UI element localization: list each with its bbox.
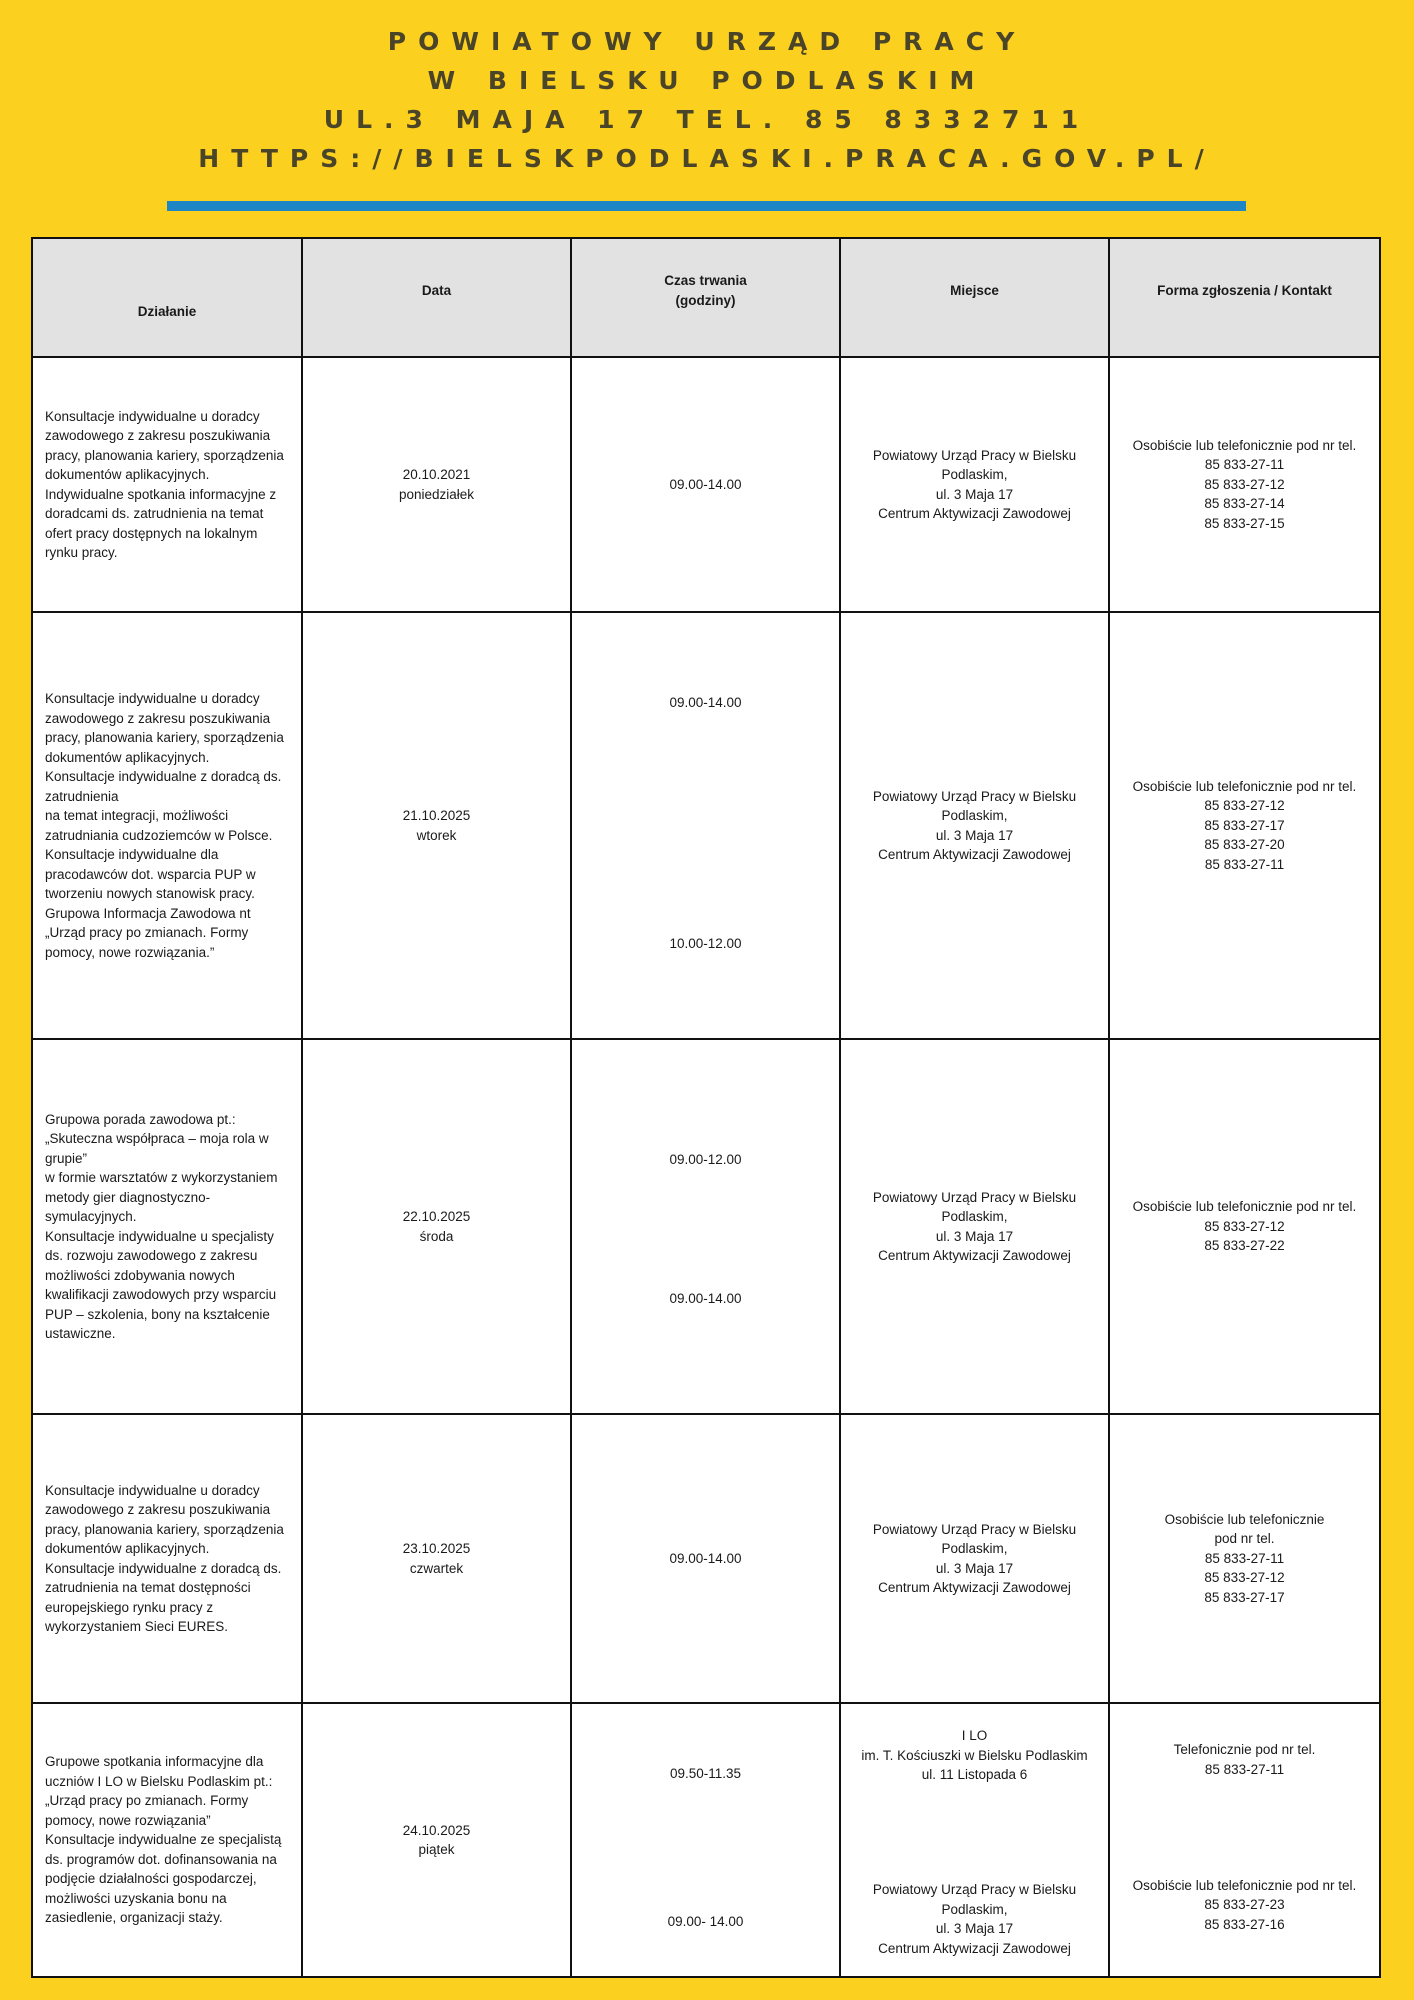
place-cell: Powiatowy Urząd Pracy w Bielsku Podlaski… xyxy=(839,356,1110,613)
date-cell: 20.10.2021 poniedziałek xyxy=(301,356,572,613)
divider-bar xyxy=(167,201,1246,211)
time-slot: 09.00-12.00 xyxy=(669,1152,742,1167)
page-header: POWIATOWY URZĄD PRACY W BIELSKU PODLASKI… xyxy=(0,22,1414,178)
date-cell: 23.10.2025 czwartek xyxy=(301,1413,572,1704)
place-cell: Powiatowy Urząd Pracy w Bielsku Podlaski… xyxy=(839,1038,1110,1415)
time-cell: 09.00-14.00 xyxy=(570,356,841,613)
column-header-contact: Forma zgłoszenia / Kontakt xyxy=(1108,237,1381,358)
table-row: Konsultacje indywidualne u doradcy zawod… xyxy=(31,356,1381,613)
header-line-address: UL.3 MAJA 17 TEL. 85 8332711 xyxy=(323,105,1091,134)
contact-cell: Osobiście lub telefonicznie pod nr tel. … xyxy=(1108,356,1381,613)
header-line-city: W BIELSKU PODLASKIM xyxy=(427,66,987,95)
time-slot: 09.00-14.00 xyxy=(669,1290,742,1306)
time-slot: 09.00-14.00 xyxy=(669,695,742,710)
contact-cell: Osobiście lub telefonicznie pod nr tel. … xyxy=(1108,1413,1381,1704)
contact-cell: Telefonicznie pod nr tel. 85 833-27-11 O… xyxy=(1108,1702,1381,1978)
schedule-table: Działanie Data Czas trwania (godziny) Mi… xyxy=(31,237,1381,1978)
activity-cell: Konsultacje indywidualne u doradcy zawod… xyxy=(31,356,303,613)
time-cell: 09.00-12.00 09.00-14.00 xyxy=(570,1038,841,1415)
table-row: Grupowa porada zawodowa pt.: „Skuteczna … xyxy=(31,1038,1381,1415)
time-cell: 09.00-14.00 xyxy=(570,1413,841,1704)
time-cell: 09.50-11.35 09.00- 14.00 xyxy=(570,1702,841,1978)
time-slot: 09.50-11.35 xyxy=(669,1766,742,1781)
contact-cell: Osobiście lub telefonicznie pod nr tel. … xyxy=(1108,1038,1381,1415)
date-cell: 21.10.2025 wtorek xyxy=(301,611,572,1040)
table-row: Konsultacje indywidualne u doradcy zawod… xyxy=(31,611,1381,1040)
place-cell: I LO im. T. Kościuszki w Bielsku Podlask… xyxy=(839,1702,1110,1978)
place-cell: Powiatowy Urząd Pracy w Bielsku Podlaski… xyxy=(839,611,1110,1040)
header-line-office: POWIATOWY URZĄD PRACY xyxy=(387,27,1027,56)
contact-entry: Telefonicznie pod nr tel. 85 833-27-11 xyxy=(1173,1742,1316,1777)
place-entry: Powiatowy Urząd Pracy w Bielsku Podlaski… xyxy=(872,1882,1077,1956)
contact-cell: Osobiście lub telefonicznie pod nr tel. … xyxy=(1108,611,1381,1040)
date-cell: 22.10.2025 środa xyxy=(301,1038,572,1415)
table-row: Konsultacje indywidualne u doradcy zawod… xyxy=(31,1413,1381,1704)
time-cell: 09.00-14.00 10.00-12.00 xyxy=(570,611,841,1040)
header-line-url: HTTPS://BIELSKPODLASKI.PRACA.GOV.PL/ xyxy=(198,144,1216,173)
column-header-duration: Czas trwania (godziny) xyxy=(570,237,841,358)
time-slot: 09.00- 14.00 xyxy=(667,1913,744,1929)
activity-cell: Konsultacje indywidualne u doradcy zawod… xyxy=(31,1413,303,1704)
time-slot: 10.00-12.00 xyxy=(669,935,742,951)
column-header-activity: Działanie xyxy=(31,237,303,358)
table-row: Grupowe spotkania informacyjne dla uczni… xyxy=(31,1702,1381,1978)
table-header-row: Działanie Data Czas trwania (godziny) Mi… xyxy=(31,237,1381,358)
activity-cell: Konsultacje indywidualne u doradcy zawod… xyxy=(31,611,303,1040)
activity-cell: Grupowe spotkania informacyjne dla uczni… xyxy=(31,1702,303,1978)
contact-entry: Osobiście lub telefonicznie pod nr tel. … xyxy=(1132,1877,1357,1932)
column-header-date: Data xyxy=(301,237,572,358)
date-cell: 24.10.2025 piątek xyxy=(301,1702,572,1978)
place-cell: Powiatowy Urząd Pracy w Bielsku Podlaski… xyxy=(839,1413,1110,1704)
activity-cell: Grupowa porada zawodowa pt.: „Skuteczna … xyxy=(31,1038,303,1415)
place-entry: I LO im. T. Kościuszki w Bielsku Podlask… xyxy=(861,1728,1088,1782)
column-header-place: Miejsce xyxy=(839,237,1110,358)
